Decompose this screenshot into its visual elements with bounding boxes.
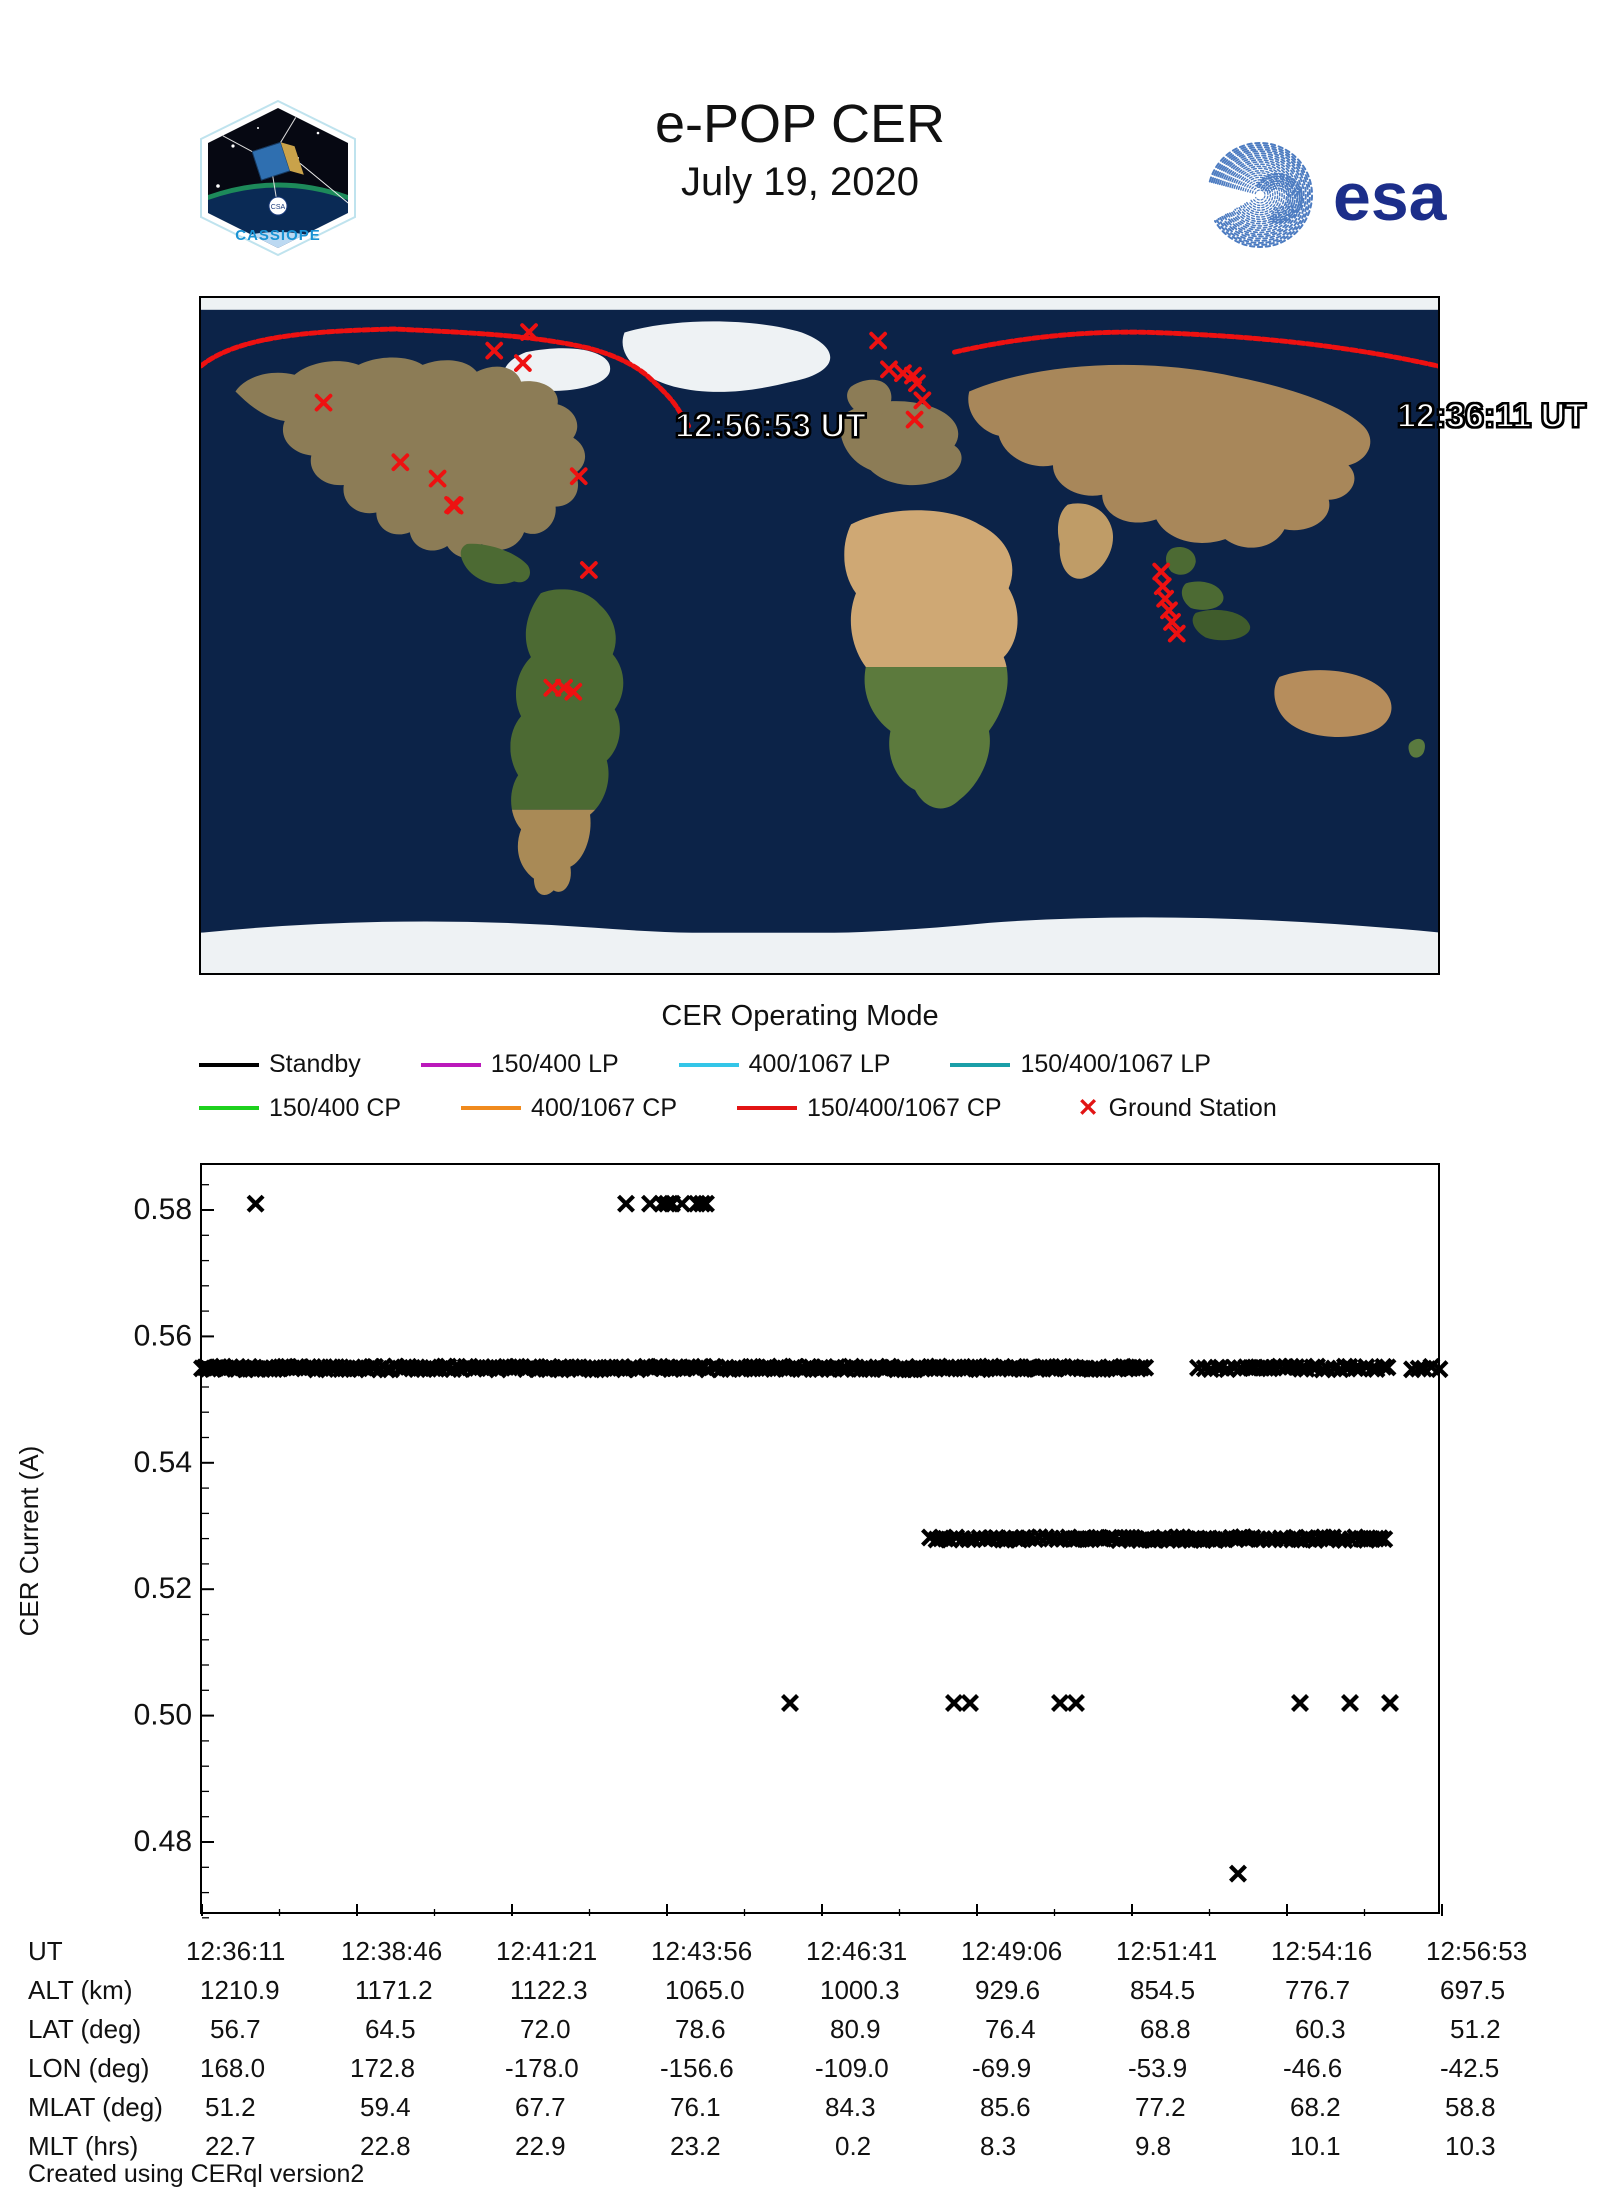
svg-text:esa: esa [1333,159,1448,235]
svg-text:0.58: 0.58 [134,1193,192,1226]
svg-text:0.52: 0.52 [134,1572,192,1605]
svg-text:0.54: 0.54 [134,1446,192,1479]
svg-text:CASSIOPE: CASSIOPE [235,227,321,244]
svg-text:0.50: 0.50 [134,1699,192,1732]
svg-text:0.48: 0.48 [134,1825,192,1858]
svg-text:0.56: 0.56 [134,1319,192,1352]
